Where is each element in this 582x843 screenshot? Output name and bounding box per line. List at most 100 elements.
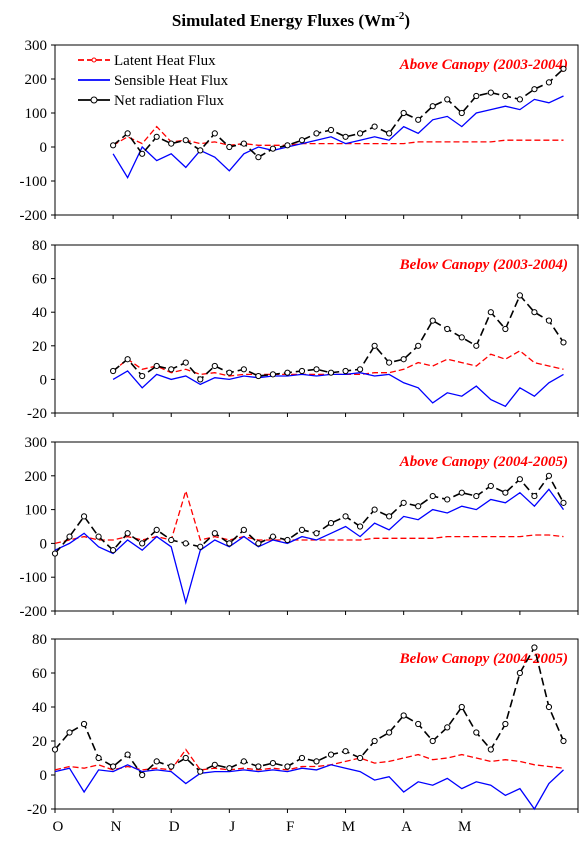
net-radiation-point [371, 506, 378, 513]
legend-marker [90, 96, 98, 104]
net-radiation-point [342, 513, 349, 520]
net-radiation-point [226, 369, 233, 376]
net-radiation-point [168, 140, 175, 147]
plot-frame [54, 441, 579, 612]
net-radiation-point [255, 372, 262, 380]
net-radiation-point [502, 92, 509, 100]
net-radiation-point [298, 367, 306, 375]
net-radiation-point [531, 492, 538, 500]
legend-entry: Net radiation Flux [114, 93, 224, 109]
y-tick-label: -200 [20, 208, 48, 224]
y-tick-label: 60 [32, 272, 47, 288]
net-radiation-point [371, 342, 378, 349]
net-radiation-point [487, 309, 494, 316]
net-radiation-point [487, 746, 494, 753]
net-radiation-point [197, 376, 204, 383]
series-line-latent-heat-flux [54, 748, 564, 771]
net-radiation-point [139, 372, 146, 380]
net-radiation-point [269, 371, 277, 378]
net-radiation-point [269, 760, 277, 767]
net-radiation-point [110, 367, 117, 375]
net-radiation-point [51, 550, 59, 557]
net-radiation-point [153, 133, 160, 140]
y-tick-label: -20 [27, 802, 47, 818]
x-tick-label: A [401, 819, 412, 835]
x-tick-label: N [111, 819, 122, 835]
net-radiation-point [139, 540, 146, 547]
net-radiation-point [415, 503, 422, 510]
net-radiation-point [211, 761, 218, 768]
net-radiation-point [182, 137, 189, 144]
net-radiation-point [458, 109, 465, 117]
net-radiation-point [356, 130, 364, 137]
net-radiation-point [444, 496, 451, 503]
net-radiation-point [516, 292, 523, 299]
net-radiation-point [400, 356, 407, 363]
y-tick-label: 0 [40, 140, 48, 156]
y-tick-label: 20 [32, 734, 47, 750]
net-radiation-point [473, 342, 480, 349]
net-radiation-point [502, 325, 509, 333]
net-radiation-point [226, 765, 233, 772]
net-radiation-point [327, 126, 335, 134]
series-line-net-radiation-flux [112, 293, 565, 381]
net-radiation-point [400, 499, 407, 506]
net-radiation-point [168, 536, 175, 544]
net-radiation-point [240, 526, 247, 533]
net-radiation-point [182, 540, 189, 547]
y-tick-label: 100 [25, 503, 48, 519]
y-tick-label: 80 [32, 238, 47, 254]
net-radiation-point [342, 367, 349, 375]
panel-label: Below Canopy (2004-2005) [399, 651, 568, 667]
net-radiation-point [545, 472, 553, 479]
net-radiation-point [531, 86, 538, 93]
net-radiation-point [124, 130, 131, 137]
series-line-net-radiation-flux [54, 645, 565, 777]
net-radiation-point [356, 366, 364, 373]
net-radiation-point [415, 342, 422, 349]
net-radiation-point [545, 317, 553, 324]
net-radiation-point [458, 489, 465, 496]
net-radiation-point [386, 359, 393, 366]
net-radiation-point [80, 513, 88, 520]
net-radiation-point [327, 520, 335, 527]
series-line-sensible-heat-flux [112, 95, 564, 179]
net-radiation-point [211, 530, 218, 537]
net-radiation-point [386, 130, 393, 137]
panel-3: -200 -100 0 100 200 300 Above Canopy (2004-200… [20, 435, 579, 620]
net-radiation-point [240, 366, 247, 373]
y-tick-label: -20 [27, 406, 47, 422]
net-radiation-point [429, 103, 436, 110]
net-radiation-point [531, 644, 538, 651]
net-radiation-point [560, 339, 567, 346]
net-radiation-point [153, 362, 160, 370]
x-tick-label: M [458, 819, 471, 835]
net-radiation-point [458, 334, 465, 341]
net-radiation-point [197, 543, 204, 550]
net-radiation-point [66, 729, 73, 736]
net-radiation-point [545, 79, 553, 86]
net-radiation-point [124, 530, 131, 537]
net-radiation-point [473, 729, 480, 736]
net-radiation-point [313, 130, 320, 137]
net-radiation-point [327, 369, 335, 376]
y-tick-label: 300 [25, 38, 48, 54]
net-radiation-point [356, 754, 364, 762]
net-radiation-point [313, 758, 320, 765]
net-radiation-point [429, 737, 436, 745]
net-radiation-point [371, 123, 378, 130]
net-radiation-point [560, 65, 567, 72]
net-radiation-point [429, 317, 436, 324]
net-radiation-point [400, 712, 407, 719]
net-radiation-point [66, 533, 73, 540]
series-line-latent-heat-flux [54, 488, 564, 545]
net-radiation-point [298, 754, 306, 762]
net-radiation-point [531, 309, 538, 316]
net-radiation-point [153, 526, 160, 533]
net-radiation-point [284, 369, 291, 376]
net-radiation-point [255, 154, 262, 161]
net-radiation-point [226, 143, 233, 151]
net-radiation-point [415, 116, 422, 123]
panel-label: Above Canopy (2004-2005) [399, 454, 568, 470]
